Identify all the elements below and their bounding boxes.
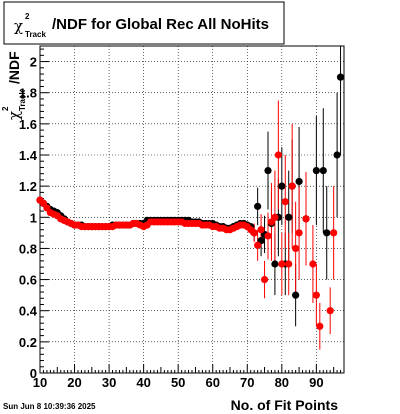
data-points (36, 73, 345, 330)
data-point-red (288, 182, 296, 190)
timestamp: Sun Jun 8 10:39:36 2025 (3, 402, 96, 411)
error-bars (39, 46, 342, 350)
title-chi-symbol: χ (14, 17, 23, 35)
y-tick-label: 0 (30, 366, 37, 381)
x-tick-label: 30 (102, 375, 116, 390)
data-point-red (292, 244, 300, 253)
x-tick-label: 20 (67, 375, 81, 390)
y-tick-label: 0.8 (19, 241, 37, 256)
data-point-red (254, 241, 262, 249)
data-point-black (264, 166, 272, 175)
ylabel-superscript: 2 (1, 106, 10, 111)
data-point-black (292, 291, 300, 299)
data-point-red (309, 260, 317, 268)
y-tick-label: 2 (30, 55, 37, 70)
data-point-black (254, 202, 262, 210)
tick-labels: 10 20 30 40 50 60 70 80 90 0 0.2 0.4 0.6 0.8 1 1.2 1.4 1.… (19, 55, 324, 390)
y-tick-label: 1 (30, 210, 37, 225)
y-tick-label: 0.4 (19, 304, 38, 319)
data-point-red (312, 291, 320, 299)
axes (39, 45, 345, 374)
title-superscript: 2 (25, 12, 30, 21)
y-tick-label: 1.8 (19, 86, 37, 101)
data-point-red (278, 260, 286, 268)
data-point-black (333, 151, 341, 159)
data-point-black (285, 213, 293, 221)
y-tick-label: 1.4 (19, 148, 38, 163)
chart-title: χ 2 Track /NDF for Global Rec All NoHits (3, 1, 285, 45)
grid (39, 46, 344, 374)
y-tick-label: 1.2 (19, 179, 37, 194)
data-point-black (319, 166, 327, 175)
data-point-red (302, 215, 310, 223)
y-tick-label: 0.6 (19, 273, 37, 288)
title-box (3, 1, 285, 45)
data-point-red (316, 322, 324, 330)
data-point-red (271, 213, 279, 221)
x-tick-label: 50 (171, 375, 185, 390)
data-point-red (260, 275, 269, 284)
data-point-red (295, 229, 303, 237)
data-point-red (250, 229, 258, 237)
x-tick-label: 70 (240, 375, 254, 390)
data-point-black (336, 73, 345, 81)
data-point-red (285, 260, 293, 268)
x-tick-label: 60 (205, 375, 219, 390)
data-point-red (281, 198, 289, 206)
data-point-black (312, 166, 320, 175)
data-point-red (330, 229, 338, 237)
data-point-black (271, 260, 279, 268)
data-point-black (278, 182, 286, 190)
ylabel-subscript: Track (18, 90, 27, 111)
plot-frame (39, 45, 345, 374)
data-point-red (274, 151, 282, 159)
x-tick-label: 80 (275, 375, 289, 390)
data-point-black (295, 177, 303, 186)
data-point-red (264, 232, 272, 240)
y-axis-title: χ 2 Track /NDF (1, 51, 27, 120)
data-point-black (323, 229, 331, 237)
x-axis-title: No. of Fit Points (231, 397, 339, 413)
x-tick-label: 10 (33, 375, 47, 390)
ylabel-text: /NDF (6, 51, 22, 84)
data-point-red (257, 226, 265, 234)
x-tick-label: 40 (136, 375, 150, 390)
y-tick-label: 0.2 (19, 335, 37, 350)
data-point-red (326, 307, 334, 315)
ylabel-chi-symbol: χ (5, 111, 23, 120)
title-text: /NDF for Global Rec All NoHits (52, 16, 269, 33)
title-subscript: Track (25, 30, 46, 39)
x-tick-label: 90 (309, 375, 323, 390)
y-tick-label: 1.6 (19, 117, 37, 132)
